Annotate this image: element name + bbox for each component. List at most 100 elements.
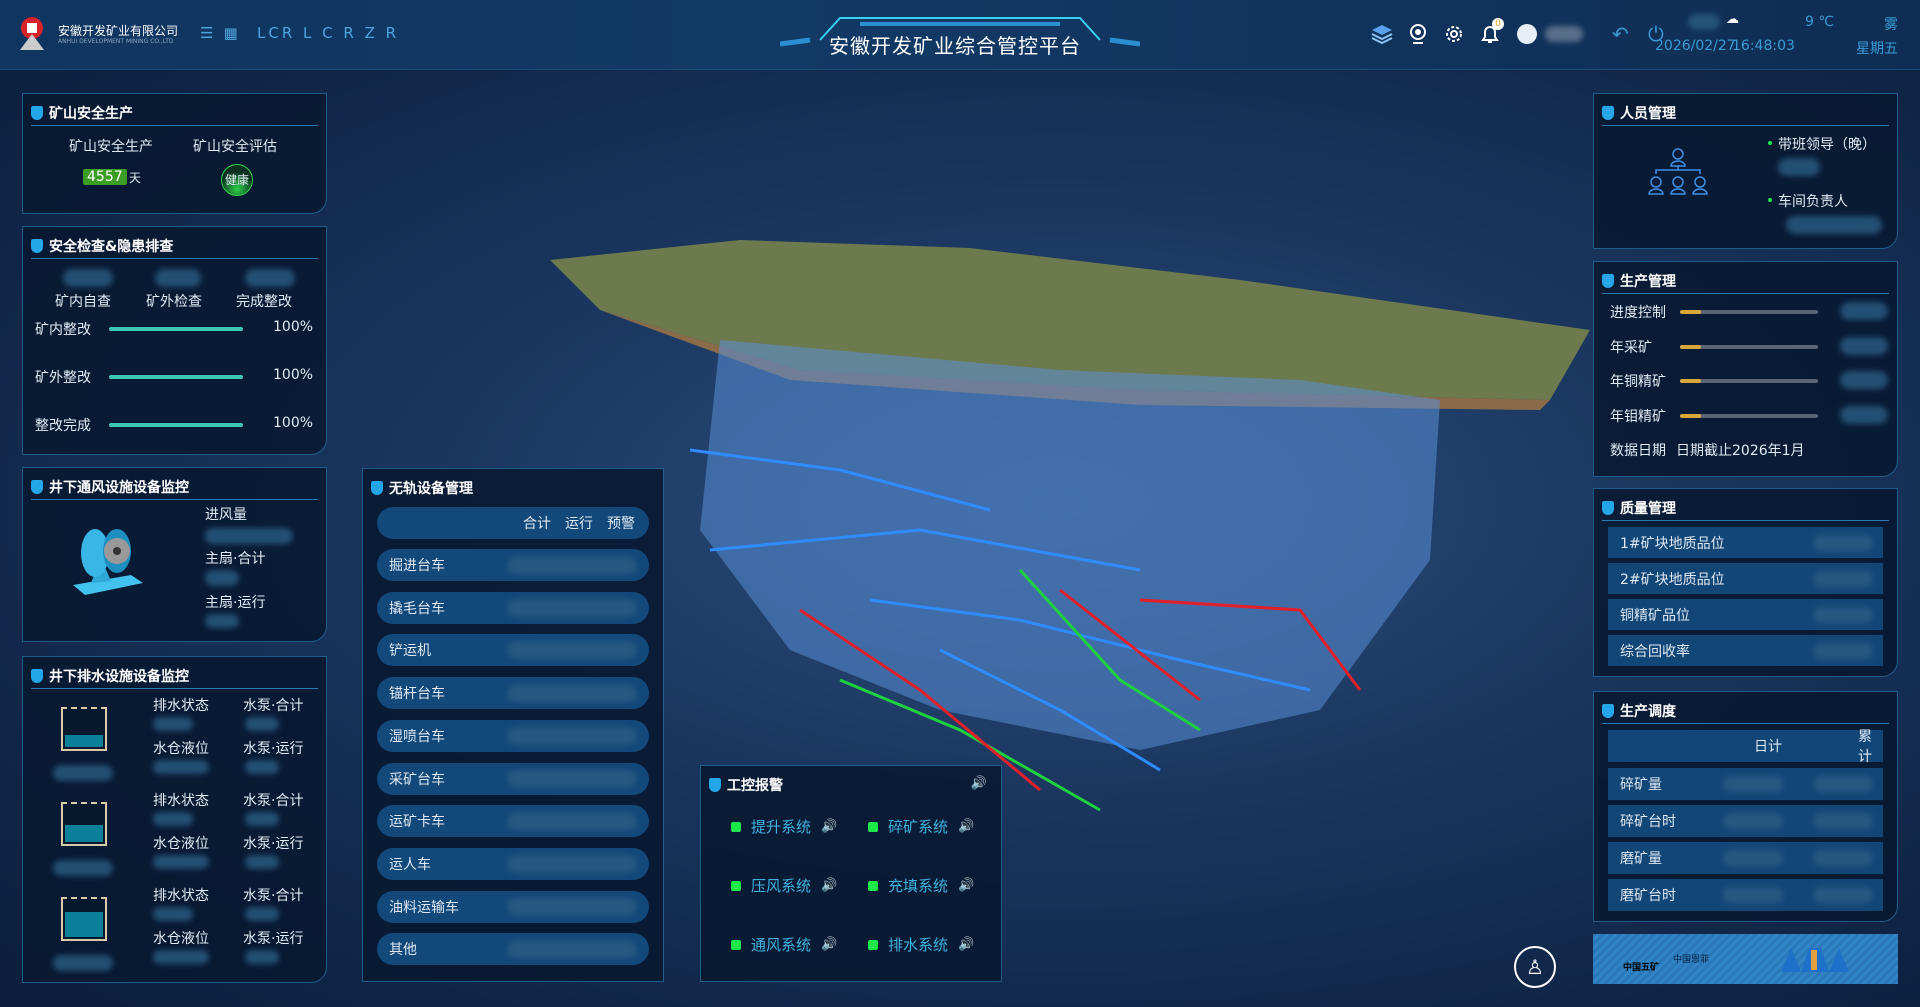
- panel-personnel: 人员管理 带班领导（晚） 车间负责人: [1593, 93, 1898, 249]
- bell-icon[interactable]: 0: [1478, 18, 1504, 46]
- equipment-row[interactable]: 其他: [377, 933, 649, 966]
- drain-status-label: 排水状态: [153, 793, 209, 809]
- equipment-name: 运矿卡车: [389, 814, 445, 831]
- inspection-progress-bar: [109, 375, 243, 379]
- shield-icon: [1602, 273, 1614, 288]
- alarm-item[interactable]: 排水系统 🔊: [868, 934, 974, 955]
- inspection-bar-value: 100%: [273, 367, 314, 383]
- production-bar-label: 年钼精矿: [1610, 408, 1666, 425]
- quality-row: 1#矿块地质品位: [1608, 527, 1883, 558]
- speaker-icon[interactable]: 🔊: [958, 878, 975, 893]
- orebody: [700, 340, 1440, 750]
- col-warning: 预警: [607, 516, 635, 532]
- self-check-label: 矿内自查: [55, 294, 111, 310]
- workshop-head-label: 车间负责人: [1778, 194, 1848, 210]
- data-date-label: 数据日期: [1610, 443, 1666, 459]
- alarm-item[interactable]: 压风系统 🔊: [731, 875, 837, 896]
- status-indicator: [731, 880, 741, 891]
- speaker-icon[interactable]: 🔊: [821, 819, 838, 834]
- air-intake-label: 进风量: [205, 507, 247, 523]
- table-header: 日计 累计: [1608, 729, 1883, 765]
- equipment-row[interactable]: 采矿台车: [377, 762, 649, 795]
- equipment-row[interactable]: 锚杆台车: [377, 677, 649, 710]
- equipment-name: 锚杆台车: [389, 686, 445, 703]
- layers-icon[interactable]: [1370, 22, 1394, 46]
- org-chart-icon: [1648, 148, 1708, 195]
- drain-status-label: 排水状态: [153, 888, 209, 904]
- temperature: 9 ℃: [1805, 14, 1835, 30]
- inspection-bar-label: 整改完成: [35, 418, 91, 434]
- panel-drainage: 井下排水设施设备监控 排水状态 水泵·合计 水仓液位 水泵·运行 排水状态 水泵…: [22, 656, 327, 983]
- speaker-icon[interactable]: 🔊: [970, 776, 987, 791]
- alarm-item[interactable]: 碎矿系统 🔊: [868, 816, 974, 837]
- water-tank-gauge: [61, 707, 107, 751]
- speaker-icon[interactable]: 🔊: [958, 819, 975, 834]
- alarm-system-name: 排水系统: [888, 936, 949, 954]
- undo-icon[interactable]: ↶: [1612, 22, 1629, 46]
- quality-item-label: 综合回收率: [1620, 643, 1690, 660]
- equipment-row[interactable]: 铲运机: [377, 634, 649, 667]
- panel-title: 矿山安全生产: [49, 105, 133, 122]
- equipment-name: 撬毛台车: [389, 600, 445, 617]
- avatar[interactable]: [1517, 24, 1537, 44]
- safety-days-label: 矿山安全生产: [69, 139, 153, 155]
- equipment-name: 其他: [389, 942, 417, 959]
- panel-inspection: 安全检查&隐患排查 矿内自查 矿外检查 完成整改 矿内整改 100% 矿外整改 1…: [22, 226, 327, 455]
- panel-control-alarm: 工控报警 🔊 提升系统 🔊 碎矿系统 🔊 压风系统 🔊 充填系统 🔊 通风系统 🔊 排水系统 🔊: [700, 765, 1002, 982]
- alarm-item[interactable]: 通风系统 🔊: [731, 934, 837, 955]
- company-logo: [20, 17, 44, 50]
- menu-icon[interactable]: ☰: [200, 24, 214, 42]
- weather: 雾: [1884, 17, 1898, 33]
- dispatch-item-label: 碎矿量: [1620, 777, 1662, 793]
- speaker-icon[interactable]: 🔊: [958, 937, 975, 952]
- power-icon[interactable]: ⏻: [1648, 22, 1664, 46]
- shield-icon: [371, 481, 383, 495]
- inspection-progress-bar: [109, 327, 243, 331]
- equipment-row[interactable]: 油料运输车: [377, 890, 649, 923]
- panel-quality: 质量管理 1#矿块地质品位 2#矿块地质品位 铜精矿品位 综合回收率: [1593, 488, 1898, 677]
- title-decoration: [780, 17, 1140, 47]
- alarm-item[interactable]: 充填系统 🔊: [868, 875, 974, 896]
- safety-days-value: 4557: [83, 169, 127, 185]
- gear-icon[interactable]: [1442, 22, 1466, 46]
- production-bar-label: 年采矿: [1610, 339, 1652, 356]
- speaker-icon[interactable]: 🔊: [821, 878, 838, 893]
- pump-running-label: 水泵·运行: [243, 931, 304, 947]
- inspection-bar-label: 矿外整改: [35, 370, 91, 386]
- camera-icon[interactable]: [1406, 22, 1430, 46]
- header: 安徽开发矿业有限公司 ANHUI DEVELOPMENT MINING CO.,…: [0, 0, 1920, 70]
- notification-badge: 0: [1492, 18, 1504, 30]
- panel-title: 质量管理: [1620, 500, 1676, 517]
- shift-leader-label: 带班领导（晚）: [1778, 137, 1876, 153]
- pump-total-label: 水泵·合计: [243, 698, 304, 714]
- production-progress-bar: [1680, 310, 1818, 314]
- pump-total-label: 水泵·合计: [243, 793, 304, 809]
- location: [1688, 14, 1720, 30]
- status-dot: [1768, 198, 1772, 202]
- page-title: 安徽开发矿业综合管控平台: [829, 34, 1081, 58]
- grid-icon[interactable]: ▦: [223, 24, 238, 42]
- quality-row: 综合回收率: [1608, 635, 1883, 666]
- panel-title: 生产管理: [1620, 273, 1676, 290]
- mine-3d-model[interactable]: [540, 230, 1600, 850]
- dispatch-item-label: 磨矿台时: [1620, 888, 1676, 904]
- water-tank-gauge: [61, 802, 107, 846]
- col-running: 运行: [565, 516, 593, 532]
- alarm-item[interactable]: 提升系统 🔊: [731, 816, 837, 837]
- equipment-row[interactable]: 运矿卡车: [377, 805, 649, 838]
- safety-assessment-label: 矿山安全评估: [193, 139, 277, 155]
- equipment-row[interactable]: 湿喷台车: [377, 719, 649, 752]
- shield-icon: [31, 105, 43, 120]
- dispatch-row: 磨矿台时: [1608, 879, 1883, 911]
- cloud-icon: ☁: [1726, 12, 1739, 27]
- panel-title: 安全检查&隐患排查: [49, 238, 174, 255]
- safety-days-unit: 天: [129, 171, 142, 185]
- equipment-row[interactable]: 运人车: [377, 847, 649, 880]
- equipment-row[interactable]: 撬毛台车: [377, 591, 649, 624]
- weekday: 星期五: [1856, 41, 1898, 57]
- inspection-bar-value: 100%: [273, 319, 314, 335]
- pump-total-label: 水泵·合计: [243, 888, 304, 904]
- speaker-icon[interactable]: 🔊: [821, 937, 838, 952]
- meditate-person-icon[interactable]: ♙: [1514, 946, 1556, 988]
- equipment-row[interactable]: 掘进台车: [377, 549, 649, 581]
